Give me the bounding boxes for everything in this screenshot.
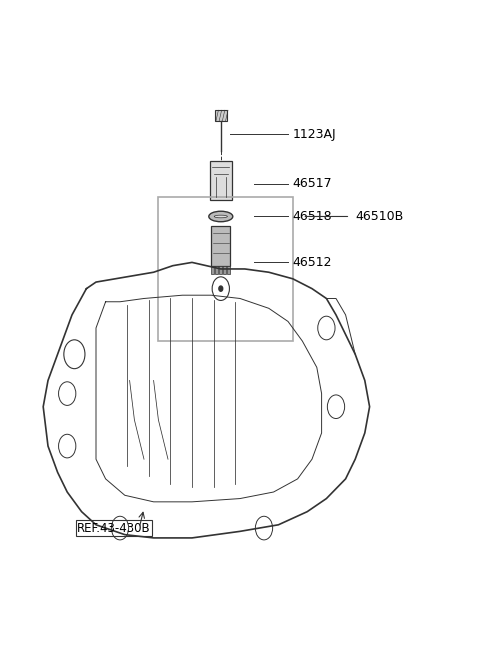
Text: 46518: 46518	[293, 210, 333, 223]
Circle shape	[219, 286, 223, 291]
Ellipse shape	[214, 215, 228, 218]
Bar	[227, 266, 229, 274]
FancyBboxPatch shape	[215, 110, 227, 121]
Text: REF.43-430B: REF.43-430B	[77, 522, 150, 535]
Bar	[215, 266, 218, 274]
Text: 46517: 46517	[293, 177, 333, 190]
Text: 46510B: 46510B	[355, 210, 404, 223]
Bar	[211, 266, 214, 274]
Bar	[211, 226, 230, 266]
Bar	[210, 161, 231, 200]
Text: 1123AJ: 1123AJ	[293, 128, 336, 141]
Bar	[223, 266, 226, 274]
Bar	[219, 266, 222, 274]
Ellipse shape	[209, 211, 233, 222]
Text: 46512: 46512	[293, 256, 332, 269]
